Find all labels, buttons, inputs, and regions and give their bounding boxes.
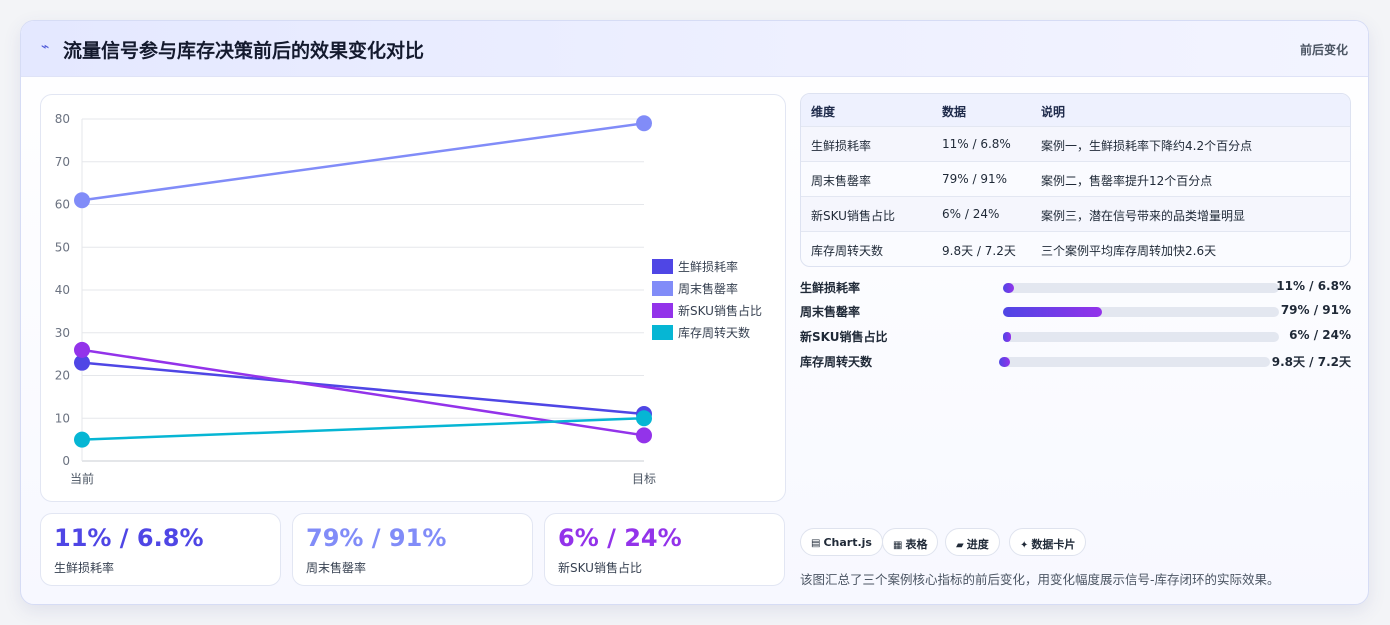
progress-value: 79% / 91% <box>1280 303 1351 317</box>
progress-track <box>1003 332 1279 342</box>
legend-label: 新SKU销售占比 <box>678 303 762 318</box>
chip-label: 进度 <box>966 538 989 551</box>
data-point <box>636 410 652 427</box>
table-row: 周末售罄率 79% / 91% 案例二，售罄率提升12个百分点 <box>801 162 1350 197</box>
x-tick-label: 目标 <box>632 472 656 486</box>
y-tick-label: 0 <box>62 454 70 468</box>
table-cell: 9.8天 / 7.2天 <box>942 244 1016 258</box>
y-tick-label: 50 <box>55 240 70 254</box>
table-cell: 生鲜损耗率 <box>811 139 872 153</box>
progress-value: 6% / 24% <box>1289 328 1351 342</box>
table-header-cell: 维度 <box>811 105 836 119</box>
chip-table[interactable]: ▦ 表格 <box>882 528 939 556</box>
progress-track <box>999 357 1270 367</box>
pulse-icon: ⌁ <box>41 39 50 55</box>
y-tick-label: 80 <box>55 112 70 126</box>
y-tick-label: 40 <box>55 283 70 297</box>
header-tag: 前后变化 <box>1299 43 1348 57</box>
line-chart: 0 10 20 30 40 50 60 70 80 当前 目标 生鲜损耗率周末售罄率新SKU销售占比库… <box>55 112 762 486</box>
table-cell: 库存周转天数 <box>811 244 884 258</box>
y-tick-label: 60 <box>55 198 70 212</box>
table-cell: 案例二，售罄率提升12个百分点 <box>1041 174 1213 188</box>
kpi-label: 周末售罄率 <box>306 561 367 575</box>
card-header: ⌁ 流量信号参与库存决策前后的效果变化对比 前后变化 <box>21 21 1368 77</box>
table-cell: 周末售罄率 <box>811 174 872 188</box>
x-tick-label: 当前 <box>70 471 94 486</box>
kpi-label: 新SKU销售占比 <box>558 561 642 575</box>
kpi-card: 79% / 91% 周末售罄率 <box>292 513 533 586</box>
kpi-card: 6% / 24% 新SKU销售占比 <box>544 513 785 586</box>
progress-fill <box>1003 283 1015 293</box>
table-cell: 案例一，生鲜损耗率下降约4.2个百分点 <box>1041 139 1253 153</box>
legend-swatch <box>652 259 673 274</box>
chip-chartjs[interactable]: ▤ Chart.js <box>800 528 883 556</box>
progress-value: 9.8天 / 7.2天 <box>1271 355 1351 369</box>
chip-label: 数据卡片 <box>1031 538 1076 551</box>
progress-label: 生鲜损耗率 <box>800 281 861 295</box>
table-cell: 11% / 6.8% <box>942 137 1011 151</box>
progress-row: 周末售罄率 79% / 91% <box>800 303 1351 321</box>
data-point <box>74 431 90 448</box>
table-header-cell: 说明 <box>1041 105 1066 119</box>
y-tick-label: 10 <box>55 411 70 425</box>
progress-row: 新SKU销售占比 6% / 24% <box>800 328 1351 346</box>
data-point <box>74 354 90 371</box>
table-icon: ▦ <box>893 540 903 551</box>
progress-icon: ▰ <box>956 540 964 551</box>
legend-swatch <box>652 303 673 318</box>
series-line <box>81 122 645 202</box>
legend-label: 生鲜损耗率 <box>678 259 738 274</box>
table-cell: 案例三，潜在信号带来的品类增量明显 <box>1041 209 1246 223</box>
chart-description: 该图汇总了三个案例核心指标的前后变化，用变化幅度展示信号-库存闭环的实际效果。 <box>800 572 1280 587</box>
progress-fill <box>1003 307 1103 317</box>
kpi-value: 6% / 24% <box>558 524 682 552</box>
data-point <box>74 341 90 358</box>
progress-row: 库存周转天数 9.8天 / 7.2天 <box>800 353 1351 371</box>
y-tick-label: 30 <box>55 326 70 340</box>
sparkle-icon: ✦ <box>1020 540 1029 551</box>
chart-icon: ▤ <box>811 538 821 549</box>
table-cell: 新SKU销售占比 <box>811 209 895 223</box>
progress-label: 库存周转天数 <box>800 355 873 369</box>
series-line <box>81 361 645 416</box>
progress-track <box>1003 307 1279 317</box>
y-tick-label: 70 <box>55 155 70 169</box>
y-tick-label: 20 <box>55 369 70 383</box>
chip-progress[interactable]: ▰ 进度 <box>945 528 1000 556</box>
kpi-value: 11% / 6.8% <box>54 524 204 552</box>
progress-row: 生鲜损耗率 11% / 6.8% <box>800 279 1351 297</box>
table-cell: 79% / 91% <box>942 172 1008 186</box>
chip-label: 表格 <box>905 538 928 551</box>
data-point <box>636 427 652 444</box>
table-header-row: 维度 数据 说明 <box>801 94 1350 127</box>
chip-data-card[interactable]: ✦ 数据卡片 <box>1009 528 1087 556</box>
kpi-label: 生鲜损耗率 <box>54 561 115 575</box>
table-header-cell: 数据 <box>942 105 967 119</box>
table-row: 生鲜损耗率 11% / 6.8% 案例一，生鲜损耗率下降约4.2个百分点 <box>801 127 1350 162</box>
legend-label: 周末售罄率 <box>678 281 738 296</box>
legend-swatch <box>652 325 673 340</box>
page-title: 流量信号参与库存决策前后的效果变化对比 <box>63 40 425 62</box>
progress-fill <box>999 357 1010 367</box>
progress-track <box>1003 283 1279 293</box>
table-row: 库存周转天数 9.8天 / 7.2天 三个案例平均库存周转加快2.6天 <box>801 232 1350 266</box>
legend-swatch <box>652 281 673 296</box>
chip-label: Chart.js <box>823 536 872 549</box>
data-point <box>74 192 90 209</box>
series-line <box>81 417 645 441</box>
progress-value: 11% / 6.8% <box>1276 279 1351 293</box>
progress-fill <box>1003 332 1012 342</box>
kpi-value: 79% / 91% <box>306 524 447 552</box>
progress-label: 周末售罄率 <box>800 305 861 319</box>
table-cell: 三个案例平均库存周转加快2.6天 <box>1041 244 1217 258</box>
table-cell: 6% / 24% <box>942 207 1000 221</box>
kpi-card: 11% / 6.8% 生鲜损耗率 <box>40 513 281 586</box>
dashboard-card: ⌁ 流量信号参与库存决策前后的效果变化对比 前后变化 0 10 20 30 40 50 60… <box>20 20 1369 605</box>
progress-label: 新SKU销售占比 <box>800 330 888 344</box>
line-chart-panel: 0 10 20 30 40 50 60 70 80 当前 目标 生鲜损耗率周末售罄率新SKU销售占比库… <box>40 94 786 502</box>
legend-label: 库存周转天数 <box>678 325 750 340</box>
table-row: 新SKU销售占比 6% / 24% 案例三，潜在信号带来的品类增量明显 <box>801 197 1350 232</box>
data-point <box>636 115 652 132</box>
metrics-table: 维度 数据 说明 生鲜损耗率 11% / 6.8% 案例一，生鲜损耗率下降约4.… <box>800 93 1351 267</box>
